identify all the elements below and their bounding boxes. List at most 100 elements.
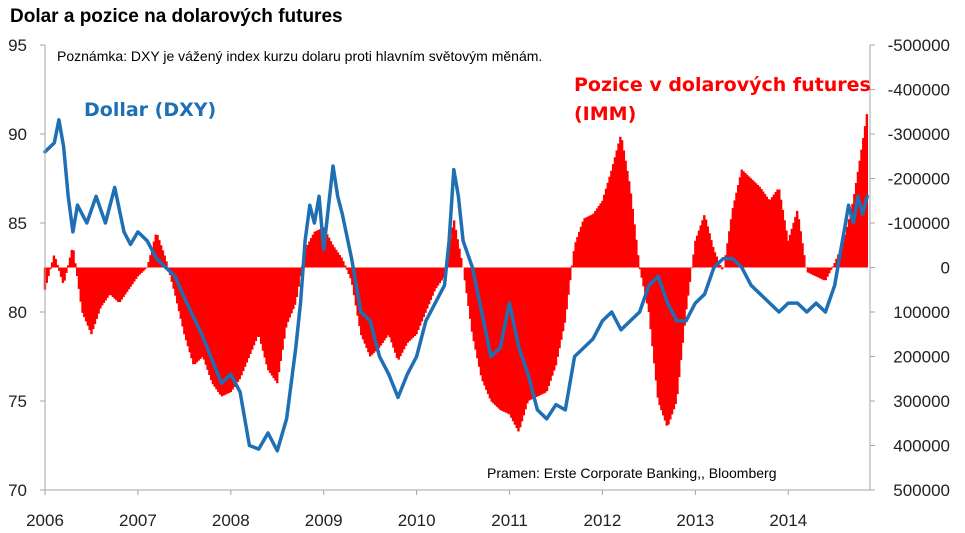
imm-bar <box>290 267 293 314</box>
imm-bar <box>579 226 583 268</box>
imm-bar <box>283 267 286 339</box>
imm-bar <box>745 174 749 268</box>
imm-bar <box>495 267 499 407</box>
imm-bar <box>504 267 508 413</box>
imm-bar <box>817 267 820 278</box>
imm-bar <box>75 267 79 277</box>
imm-bar <box>497 267 501 409</box>
imm-bar <box>572 251 576 268</box>
imm-bar <box>304 248 308 268</box>
imm-bar <box>611 164 615 268</box>
x-tick-label: 2011 <box>491 511 528 530</box>
imm-bar <box>143 267 147 270</box>
imm-bar <box>506 267 509 414</box>
imm-bar <box>849 211 852 268</box>
imm-bar <box>392 267 395 348</box>
imm-bar <box>785 230 788 268</box>
imm-bar <box>610 170 613 268</box>
imm-bar <box>731 208 735 268</box>
imm-bar <box>783 220 786 268</box>
imm-bar <box>115 267 118 301</box>
imm-bar <box>286 267 290 322</box>
imm-bar <box>792 222 795 268</box>
imm-series-label-line1: Pozice v dolarových futures <box>574 74 871 96</box>
imm-bar <box>758 186 761 268</box>
imm-bar <box>712 246 715 268</box>
imm-bar <box>47 267 50 277</box>
imm-bar <box>233 267 236 387</box>
imm-bar <box>536 267 540 397</box>
imm-bar <box>535 267 538 398</box>
imm-bar <box>174 267 177 296</box>
imm-bar <box>252 267 256 346</box>
left-tick-label: 90 <box>8 125 27 144</box>
imm-bar <box>427 267 431 305</box>
x-tick-label: 2010 <box>398 511 436 530</box>
imm-bar <box>368 267 372 357</box>
imm-bar <box>810 267 813 275</box>
imm-bar <box>202 267 206 360</box>
imm-bar <box>265 267 268 365</box>
imm-bar <box>429 267 433 301</box>
imm-bar <box>595 208 599 268</box>
imm-bar <box>311 234 315 268</box>
imm-bar <box>333 247 336 268</box>
imm-bar <box>797 219 801 268</box>
imm-bar <box>124 267 127 295</box>
imm-bar <box>502 267 506 412</box>
imm-bar <box>419 267 422 326</box>
right-y-ticks: -500000 -400000 -300000 -200000 -100000 0 1000… <box>870 36 950 500</box>
imm-bar <box>404 267 408 346</box>
chart-source: Pramen: Erste Corporate Banking,, Bloomb… <box>487 465 776 481</box>
imm-bar <box>585 217 588 268</box>
imm-bar <box>90 267 93 335</box>
imm-bar <box>620 140 624 268</box>
right-tick-label: -200000 <box>888 170 950 189</box>
imm-bar <box>624 160 627 268</box>
left-tick-label: 95 <box>8 36 27 55</box>
imm-bar <box>549 267 552 381</box>
chart-note: Poznámka: DXY je vážený index kurzu dola… <box>57 48 542 64</box>
imm-bar <box>276 267 279 384</box>
imm-bar <box>226 267 229 394</box>
imm-bar <box>476 267 479 359</box>
imm-bar <box>65 267 68 273</box>
imm-bar <box>633 224 636 268</box>
imm-bar <box>653 267 656 364</box>
right-tick-label: -300000 <box>888 125 950 144</box>
imm-bar <box>281 267 284 350</box>
imm-bar <box>193 267 197 365</box>
imm-bar <box>438 267 442 284</box>
imm-bar <box>713 252 717 268</box>
imm-bar <box>688 267 692 282</box>
x-tick-label: 2007 <box>119 511 157 530</box>
imm-bar <box>695 235 699 268</box>
imm-bar <box>776 189 779 268</box>
imm-bar <box>270 267 274 376</box>
imm-bar <box>781 209 785 268</box>
imm-bar <box>220 267 224 397</box>
imm-bar <box>603 194 606 268</box>
imm-bar <box>142 267 145 272</box>
imm-bar <box>592 213 595 268</box>
imm-bar <box>195 267 199 363</box>
imm-bar <box>295 267 299 297</box>
imm-bar <box>636 255 640 268</box>
imm-bar <box>726 243 729 268</box>
imm-bar <box>242 267 245 372</box>
imm-bar <box>749 178 752 268</box>
imm-bar <box>77 267 81 289</box>
imm-bar <box>134 267 138 279</box>
imm-bar <box>556 267 559 357</box>
imm-bar <box>842 241 845 268</box>
imm-bar <box>449 238 452 268</box>
imm-bar <box>665 267 668 426</box>
imm-bar <box>293 267 297 305</box>
imm-bar <box>640 267 643 278</box>
plot-area <box>43 114 869 453</box>
imm-bar <box>608 176 611 268</box>
imm-bar <box>853 194 856 268</box>
imm-bars-series <box>43 114 869 432</box>
imm-bar <box>862 138 865 268</box>
